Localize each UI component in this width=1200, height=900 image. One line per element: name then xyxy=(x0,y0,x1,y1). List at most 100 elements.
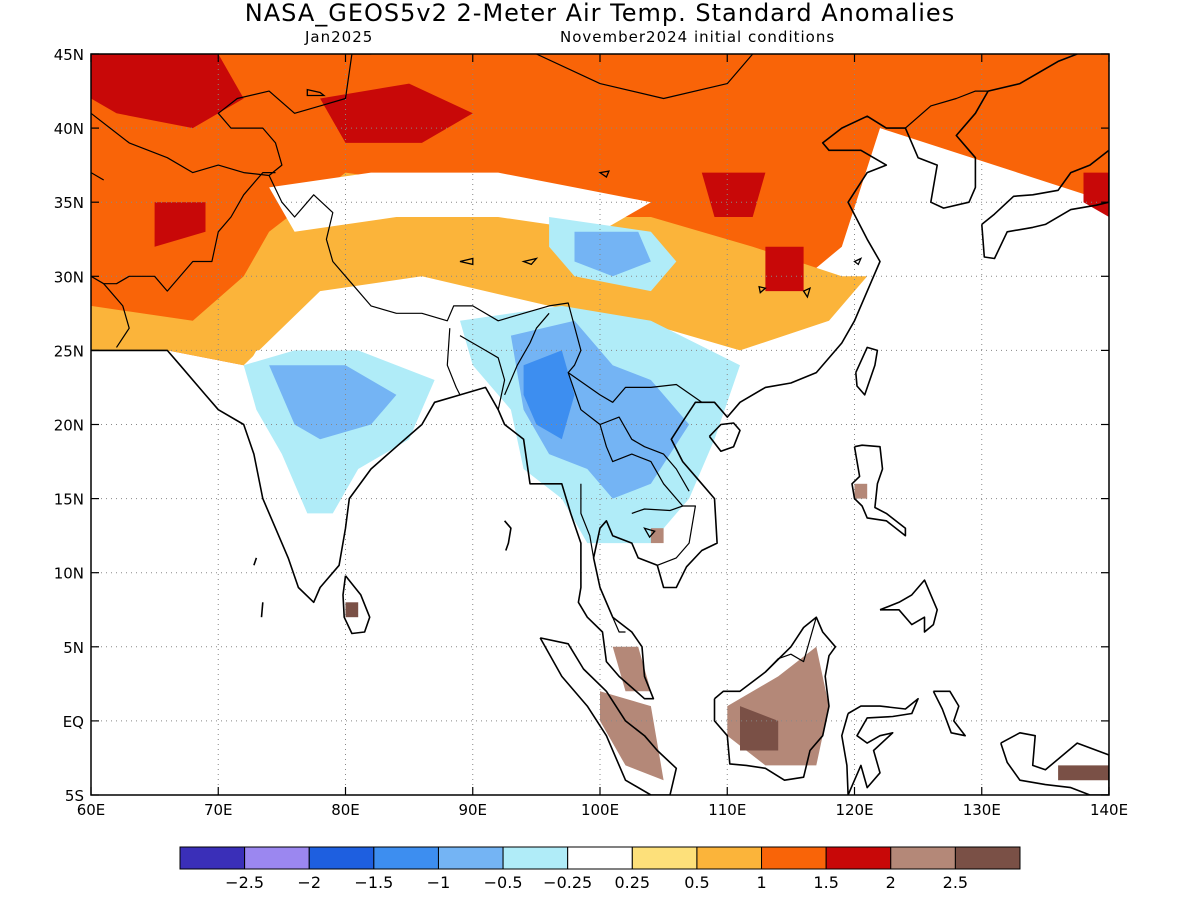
anomaly-region xyxy=(740,706,779,751)
coastline xyxy=(91,54,1078,700)
country-border xyxy=(905,90,989,129)
colorbar-label: 0.25 xyxy=(614,873,650,892)
lake-outline xyxy=(384,36,403,39)
lat-tick-label: 5S xyxy=(65,787,84,805)
lon-tick-label: 140E xyxy=(1090,801,1128,819)
lat-tick-label: 20N xyxy=(54,417,84,435)
country-border xyxy=(91,54,353,177)
colorbar-swatch xyxy=(308,846,375,870)
country-border xyxy=(631,505,683,514)
lon-tick-label: 120E xyxy=(835,801,873,819)
colorbar-label: 0.5 xyxy=(684,873,709,892)
lake-outline xyxy=(459,257,474,266)
country-border xyxy=(351,54,755,100)
coastline xyxy=(879,579,939,633)
country-border xyxy=(103,283,130,348)
colorbar-swatch xyxy=(244,846,310,870)
colorbar-label: −1 xyxy=(427,873,451,892)
anomaly-region xyxy=(612,646,651,692)
lon-tick-label: 100E xyxy=(581,801,619,819)
colorbar-swatch xyxy=(179,846,246,870)
coastlines xyxy=(91,27,1109,795)
lake-outline xyxy=(269,27,333,46)
coastline xyxy=(851,444,907,537)
lake-outline xyxy=(643,527,656,539)
country-border xyxy=(612,616,626,633)
lon-tick-label: 90E xyxy=(458,801,487,819)
coastline xyxy=(981,149,1109,260)
country-border xyxy=(91,172,105,181)
lat-tick-label: EQ xyxy=(63,713,84,731)
colorbar-swatch xyxy=(890,846,956,870)
country-border xyxy=(504,312,550,396)
lat-tick-label: 45N xyxy=(54,46,84,64)
colorbar-swatch xyxy=(761,846,827,870)
anomaly-region xyxy=(154,202,206,247)
lake-outline xyxy=(853,257,863,266)
country-border xyxy=(91,172,276,292)
anomaly-region xyxy=(320,83,473,143)
country-border xyxy=(599,416,690,492)
anomaly-regions xyxy=(91,54,1109,781)
colorbar-label: −0.25 xyxy=(543,873,592,892)
lake-outline xyxy=(521,257,539,266)
colorbar-swatch xyxy=(502,846,569,870)
lat-tick-label: 35N xyxy=(54,194,84,212)
anomaly-region xyxy=(765,246,804,292)
country-border xyxy=(764,617,817,673)
coastline xyxy=(855,346,879,396)
anomaly-region xyxy=(600,691,664,781)
anomaly-region xyxy=(91,172,868,366)
colorbar-swatch xyxy=(567,846,633,870)
country-border xyxy=(446,328,461,396)
axis-ticks: 60E 70E 80E 90E 100E 110E 120E 130E 140E 45N 40N 35… xyxy=(54,46,1128,819)
colorbar-label: −2 xyxy=(297,873,321,892)
lon-tick-label: 130E xyxy=(963,801,1001,819)
subtitle-initial-conditions: November2024 initial conditions xyxy=(560,28,836,46)
lon-tick-label: 80E xyxy=(331,801,360,819)
colorbar-swatch xyxy=(437,846,504,870)
country-border xyxy=(268,175,703,403)
plot-title: NASA_GEOS5v2 2-Meter Air Temp. Standard … xyxy=(244,0,956,27)
coastline xyxy=(932,690,967,737)
lat-tick-label: 25N xyxy=(54,342,84,360)
country-border xyxy=(580,483,595,559)
coastline xyxy=(503,520,512,551)
lake-outline xyxy=(758,285,767,294)
anomaly-region xyxy=(1058,765,1109,781)
colorbar-label: −1.5 xyxy=(354,873,393,892)
anomaly-region xyxy=(523,350,575,440)
country-border xyxy=(459,335,506,410)
colorbar-swatch xyxy=(954,846,1021,870)
anomaly-region xyxy=(269,365,397,440)
colorbar-swatch xyxy=(825,846,892,870)
coastline xyxy=(260,602,264,618)
coastline xyxy=(253,557,258,566)
anomaly-region xyxy=(345,602,359,618)
country-border xyxy=(350,54,353,55)
lat-tick-label: 15N xyxy=(54,491,84,509)
lake-outline xyxy=(802,287,812,299)
colorbar-label: 1 xyxy=(756,873,766,892)
coastline xyxy=(840,697,919,795)
colorbar-label: 1.5 xyxy=(813,873,838,892)
lon-tick-label: 60E xyxy=(77,801,106,819)
lat-tick-label: 5N xyxy=(63,639,84,657)
colorbar-swatch xyxy=(696,846,763,870)
colorbar: −2.5 −2 −1.5 −1 −0.5 −0.25 0.25 0.5 1 1.5 2 2.5 xyxy=(179,846,1021,892)
lat-tick-label: 10N xyxy=(54,565,84,583)
lon-tick-label: 70E xyxy=(204,801,233,819)
anomaly-region xyxy=(269,172,651,232)
lake-outline xyxy=(598,170,610,178)
colorbar-swatch xyxy=(631,846,698,870)
coastline xyxy=(708,422,741,453)
colorbar-label: −0.5 xyxy=(484,873,523,892)
lat-tick-label: 40N xyxy=(54,120,84,138)
subtitle-month: Jan2025 xyxy=(305,28,374,46)
anomaly-region xyxy=(574,231,651,277)
anomaly-region xyxy=(701,172,766,217)
lat-tick-label: 30N xyxy=(54,268,84,286)
colorbar-label: 2.5 xyxy=(943,873,968,892)
colorbar-swatch xyxy=(373,846,439,870)
